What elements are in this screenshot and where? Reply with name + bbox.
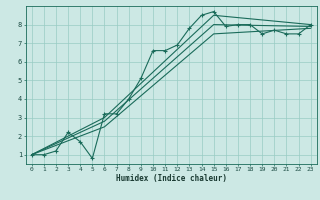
X-axis label: Humidex (Indice chaleur): Humidex (Indice chaleur) (116, 174, 227, 183)
